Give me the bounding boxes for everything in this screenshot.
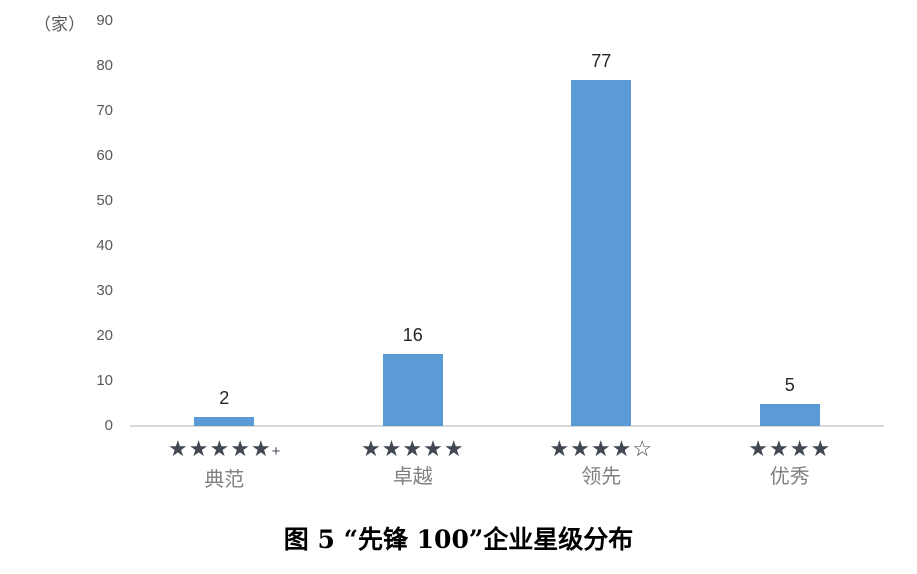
category-2: ★★★★★ 卓越 (319, 436, 508, 492)
y-axis-unit-label: （家） (34, 15, 85, 35)
plus-sign: + (271, 443, 281, 460)
bar-value-label: 77 (591, 50, 612, 71)
y-axis-tick-label: 30 (96, 282, 113, 299)
y-axis-tick-label: 70 (96, 102, 113, 119)
bar-2 (382, 354, 443, 426)
x-axis-line (130, 425, 884, 427)
y-axis-tick-label: 90 (96, 12, 113, 29)
bar-value-label: 2 (219, 388, 230, 408)
category-name: 领先 (581, 464, 622, 488)
plot-area: 2 16 77 5 (130, 21, 884, 427)
y-axis-tick-label: 60 (96, 147, 113, 164)
y-axis-tick-label: 50 (96, 192, 113, 209)
bar-value-label: 5 (784, 374, 795, 395)
bar-1 (194, 417, 255, 426)
bar-4 (759, 403, 820, 426)
bar-value-label: 16 (402, 325, 423, 345)
y-axis-tick-label: 0 (104, 417, 113, 434)
category-stars: ★★★★ (748, 436, 832, 461)
bar-3 (571, 79, 632, 426)
category-stars: ★★★★★+ (168, 436, 281, 461)
category-name: 卓越 (392, 464, 433, 488)
y-axis-tick-label: 80 (96, 57, 113, 74)
y-axis-tick-label: 20 (96, 327, 113, 344)
category-stars: ★★★★☆ (549, 436, 654, 461)
y-axis-tick-label: 40 (96, 237, 113, 254)
x-axis-labels: ★★★★★+ 典范 ★★★★★ 卓越 ★★★★☆ 领先 ★★★★ 优秀 (130, 436, 884, 492)
category-4: ★★★★ 优秀 (696, 436, 885, 492)
category-3: ★★★★☆ 领先 (507, 436, 696, 492)
category-name: 优秀 (769, 464, 810, 488)
category-stars: ★★★★★ (360, 436, 465, 461)
chart-caption: 图 5 “先锋 100”企业星级分布 (283, 525, 634, 554)
y-axis: 0 10 20 30 40 50 60 70 80 90 (0, 0, 113, 574)
category-name: 典范 (204, 467, 245, 491)
y-axis-tick-label: 10 (96, 372, 113, 389)
category-1: ★★★★★+ 典范 (130, 436, 319, 492)
